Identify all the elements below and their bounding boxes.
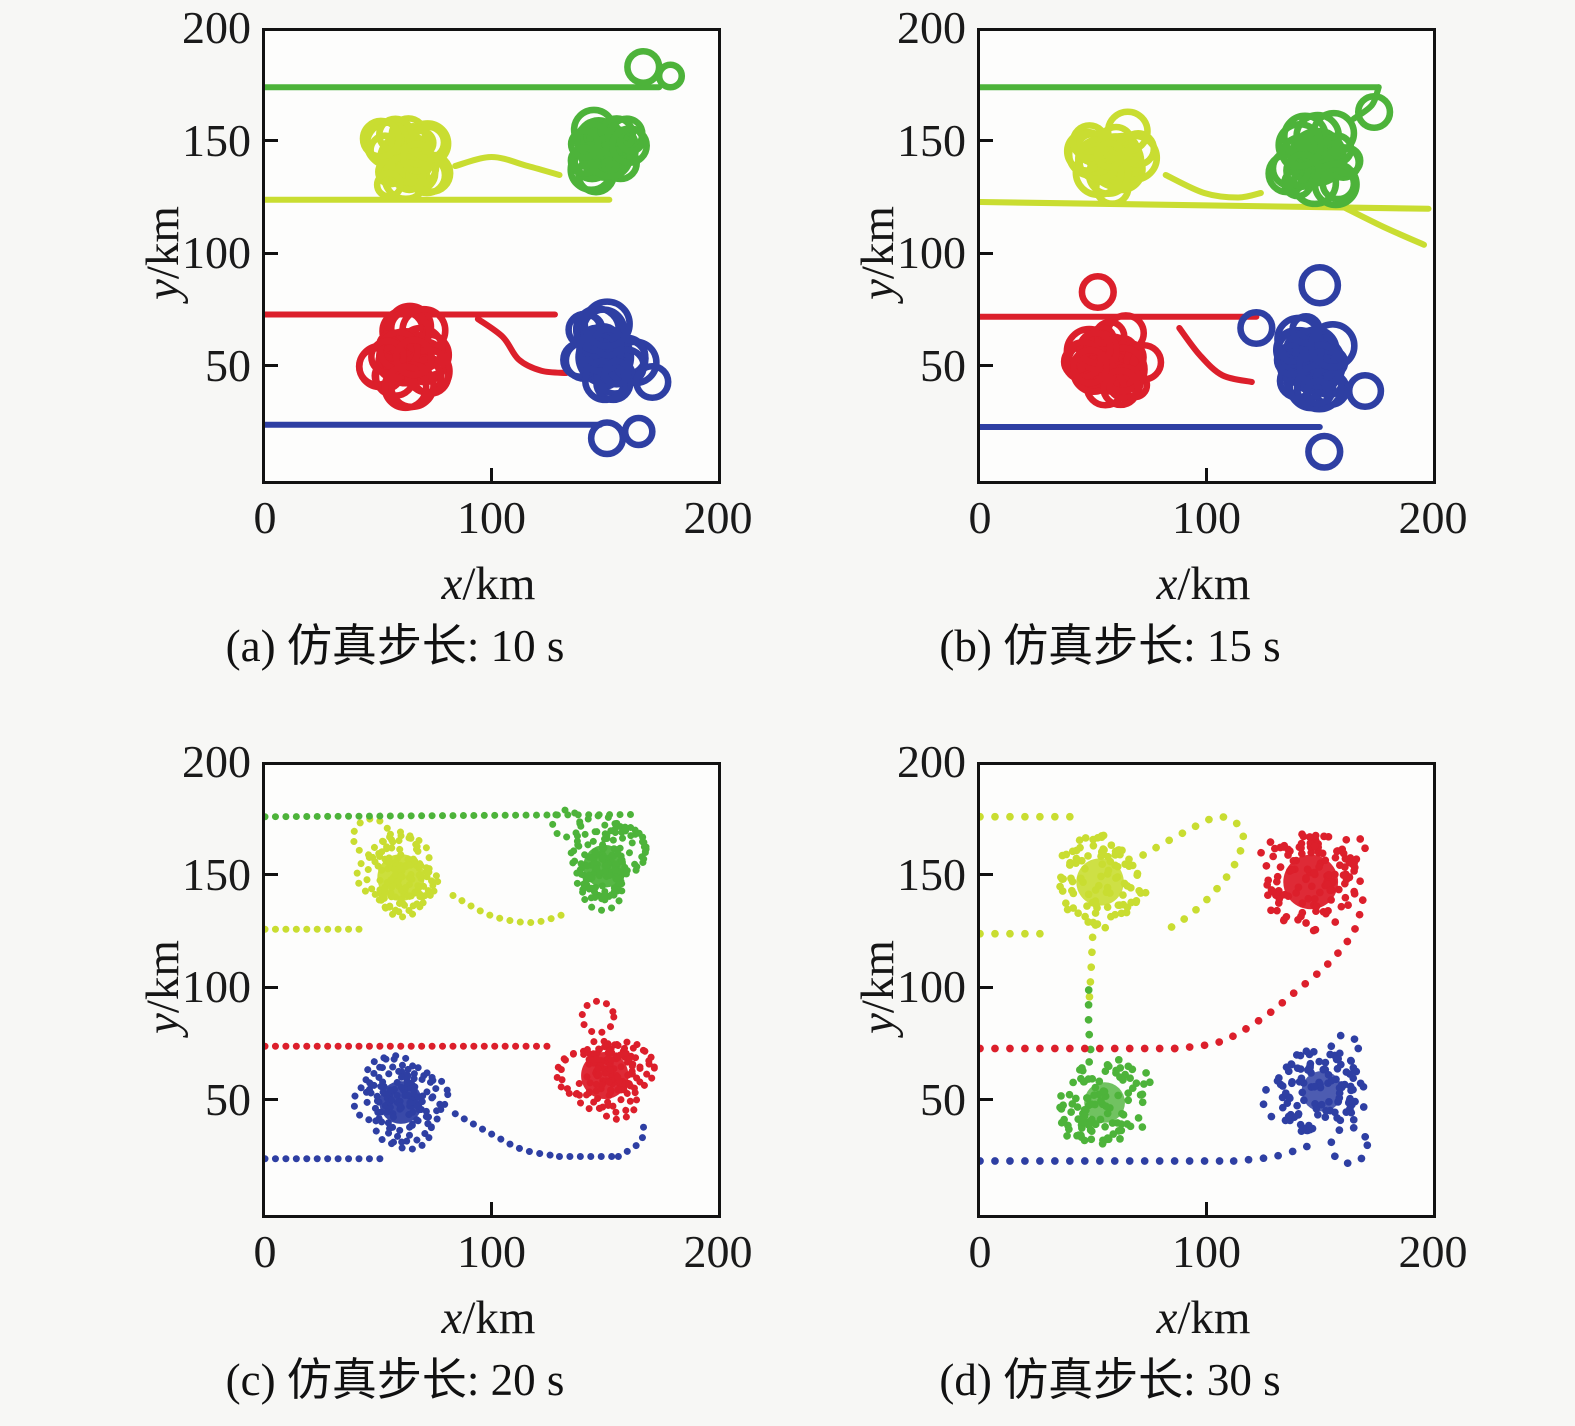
x-tick-mark [1205,468,1208,481]
x-tick-label: 0 [968,492,992,543]
y-tick-mark [980,985,993,989]
y-tick-label: 50 [920,339,966,391]
y-tick-label: 100 [897,227,966,278]
trajectory-plot-c [265,806,658,1163]
subplot-c: y/km x/km (c) 仿真步长: 20 s 50 100 150 200 0 100… [75,736,753,1426]
y-tick-mark [265,1098,278,1101]
subplot-caption-c: (c) 仿真步长: 20 s [225,1355,565,1405]
x-tick-label: 200 [683,1226,753,1277]
y-tick-label: 50 [205,1073,251,1125]
trajectory-plot-a [265,47,686,458]
x-tick-label: 100 [1172,1226,1241,1277]
plot-area-b [977,28,1436,484]
subplot-b: y/km x/km (b) 仿真步长: 15 s 50 100 150 200 0 100… [790,2,1468,730]
subplot-caption-a: (a) 仿真步长: 10 s [225,621,565,671]
y-tick-label: 100 [182,961,251,1012]
y-tick-mark [265,139,278,142]
y-tick-label: 100 [897,961,966,1012]
y-tick-label: 100 [182,227,251,278]
y-tick-label: 200 [182,2,251,53]
x-axis-label: x/km [1156,558,1251,610]
x-tick-label: 200 [683,492,753,543]
y-tick-mark [265,873,278,876]
x-tick-label: 0 [253,492,277,543]
y-tick-label: 50 [205,339,251,391]
y-tick-mark [980,873,993,876]
y-tick-mark [265,364,278,367]
y-tick-mark [980,251,993,255]
x-tick-mark [490,1202,493,1215]
y-tick-mark [980,364,993,367]
y-tick-mark [265,985,278,989]
y-tick-mark [980,1098,993,1101]
y-tick-mark [265,251,278,255]
x-tick-label: 200 [1398,492,1468,543]
trajectory-plot-d [980,812,1372,1168]
plot-area-a [262,28,721,484]
x-axis-label: x/km [441,1292,536,1344]
x-tick-label: 100 [1172,492,1241,543]
y-tick-label: 150 [897,848,966,900]
x-tick-label: 0 [253,1226,277,1277]
y-tick-label: 50 [920,1073,966,1125]
x-tick-mark [490,468,493,481]
y-tick-label: 200 [897,2,966,53]
x-tick-label: 200 [1398,1226,1468,1277]
y-tick-label: 150 [897,114,966,166]
y-tick-label: 200 [182,736,251,787]
subplot-caption-b: (b) 仿真步长: 15 s [939,621,1281,671]
x-axis-label: x/km [1156,1292,1251,1344]
x-tick-label: 0 [968,1226,992,1277]
x-axis-label: x/km [441,558,536,610]
y-tick-mark [980,139,993,142]
trajectory-plot-b [980,84,1432,471]
x-tick-label: 100 [457,492,526,543]
y-tick-label: 150 [182,114,251,166]
subplot-d: y/km x/km (d) 仿真步长: 30 s 50 100 150 200 0 100… [790,736,1468,1426]
x-tick-label: 100 [457,1226,526,1277]
subplot-caption-d: (d) 仿真步长: 30 s [939,1355,1281,1405]
subplot-a: y/km x/km (a) 仿真步长: 10 s 50 100 150 200 0 100… [75,2,753,730]
y-tick-label: 150 [182,848,251,900]
plot-area-d [977,762,1436,1218]
plot-area-c [262,762,721,1218]
y-tick-label: 200 [897,736,966,787]
x-tick-mark [1205,1202,1208,1215]
